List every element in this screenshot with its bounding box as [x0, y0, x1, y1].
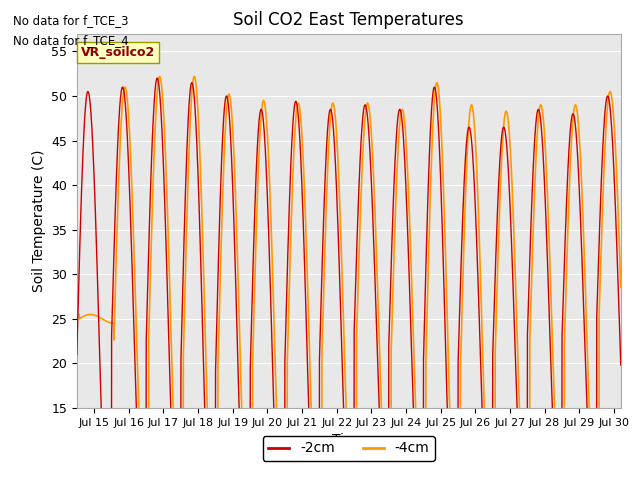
- Text: VR_soilco2: VR_soilco2: [81, 46, 156, 59]
- Text: No data for f_TCE_3: No data for f_TCE_3: [13, 14, 128, 27]
- -4cm: [156, 73, 163, 79]
- -2cm: [399, 132, 407, 138]
- Legend: -2cm, -4cm: -2cm, -4cm: [262, 436, 435, 461]
- Text: No data for f_TCE_4: No data for f_TCE_4: [13, 34, 129, 47]
- -4cm: [617, 285, 625, 290]
- -2cm: [479, 432, 487, 437]
- -2cm: [281, 359, 289, 364]
- -4cm: [427, 180, 435, 186]
- X-axis label: Time: Time: [332, 433, 366, 447]
- -4cm: [73, 312, 81, 317]
- -4cm: [479, 358, 487, 364]
- Y-axis label: Soil Temperature (C): Soil Temperature (C): [31, 150, 45, 292]
- Title: Soil CO2 East Temperatures: Soil CO2 East Temperatures: [234, 11, 464, 29]
- Line: -4cm: -4cm: [77, 76, 621, 480]
- -2cm: [427, 120, 435, 125]
- -2cm: [154, 75, 161, 81]
- Line: -2cm: -2cm: [77, 78, 621, 480]
- -4cm: [399, 108, 407, 114]
- -2cm: [73, 352, 81, 358]
- -2cm: [617, 362, 625, 368]
